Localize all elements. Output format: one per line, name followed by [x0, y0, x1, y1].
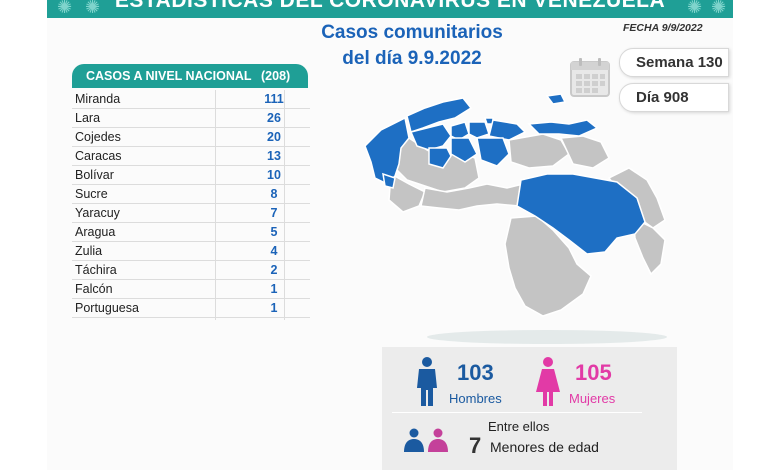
virus-icon: ✺	[711, 0, 727, 17]
map-region-lara	[409, 123, 452, 151]
table-row: Táchira 2	[72, 261, 310, 280]
map-region-cojedes	[450, 137, 478, 163]
state-name: Yaracuy	[75, 206, 120, 220]
infographic-card: ✺ ✺ ✺ ✺ ESTADÍSTICAS DEL CORONAVIRUS EN …	[47, 0, 733, 470]
state-cases: 111	[264, 92, 284, 106]
woman-icon	[536, 357, 560, 406]
boy-icon	[404, 428, 424, 452]
map-region-tachira	[382, 172, 396, 189]
column-divider	[215, 90, 216, 320]
state-name: Lara	[75, 111, 101, 125]
map-region-andes-gray	[388, 172, 426, 213]
map-region-yaracuy	[450, 121, 470, 141]
state-cases: 1	[270, 282, 278, 296]
men-label: Hombres	[449, 391, 502, 406]
table-row: Sucre 8	[72, 185, 310, 204]
men-count: 103	[457, 360, 494, 385]
table-row: Cojedes 20	[72, 128, 310, 147]
map-region-sucre	[527, 119, 599, 137]
state-cases: 7	[270, 206, 278, 220]
table-row: Miranda 111	[72, 90, 310, 109]
map-region-margarita	[545, 93, 567, 105]
table-row: Lara 26	[72, 109, 310, 128]
state-cases: 1	[270, 301, 278, 315]
national-cases-total: (208)	[261, 69, 291, 83]
date-label: FECHA 9/9/2022	[623, 22, 703, 34]
banner-title: ESTADÍSTICAS DEL CORONAVIRUS EN VENEZUEL…	[114, 0, 666, 12]
map-region-anzoategui-gray	[508, 133, 570, 169]
table-row: Caracas 13	[72, 147, 310, 166]
state-name: Miranda	[75, 92, 121, 106]
state-name: Aragua	[75, 225, 116, 239]
map-region-guayana-gray	[632, 216, 666, 276]
day-pill: Día 908	[619, 83, 729, 112]
minors-count: 7	[469, 433, 482, 458]
week-pill: Semana 130	[619, 48, 729, 77]
girl-icon	[428, 428, 448, 452]
state-cases: 26	[267, 111, 281, 125]
states-table: Miranda 111 Lara 26 Cojedes 20 Caracas 13 Bo…	[72, 90, 310, 318]
virus-icon: ✺	[57, 0, 73, 17]
calendar-icon	[570, 58, 610, 97]
map-region-aragua	[468, 121, 490, 139]
column-divider	[284, 90, 285, 320]
women-count: 105	[575, 360, 612, 385]
state-name: Zulia	[75, 244, 103, 258]
map-region-bolivar	[516, 173, 646, 255]
headline-line2: del día 9.9.2022	[342, 48, 482, 69]
state-cases: 8	[270, 187, 278, 201]
state-cases: 4	[270, 244, 278, 258]
minors-label: Menores de edad	[490, 439, 599, 455]
state-cases: 5	[270, 225, 278, 239]
state-cases: 10	[267, 168, 281, 182]
state-cases: 2	[270, 263, 278, 277]
stats-shadow	[427, 330, 667, 344]
header-banner: ✺ ✺ ✺ ✺ ESTADÍSTICAS DEL CORONAVIRUS EN …	[47, 0, 733, 18]
venezuela-map	[364, 93, 666, 317]
map-region-miranda	[488, 119, 527, 141]
among-them-label: Entre ellos	[488, 419, 550, 434]
demographics-divider	[392, 412, 642, 413]
women-label: Mujeres	[569, 391, 616, 406]
map-region-portuguesa	[428, 147, 452, 169]
map-region-monagas-gray	[559, 135, 610, 169]
national-cases-label: CASOS A NIVEL NACIONAL	[86, 69, 252, 83]
map-region-guarico-blue	[476, 137, 510, 167]
map-region-amazonas-gray	[504, 215, 592, 317]
man-icon	[417, 357, 437, 406]
national-cases-header: CASOS A NIVEL NACIONAL (208)	[72, 64, 308, 88]
state-cases: 20	[267, 130, 281, 144]
table-row: Portuguesa 1	[72, 299, 310, 318]
state-cases: 13	[267, 149, 281, 163]
headline: Casos comunitarios del día 9.9.2022	[287, 20, 537, 72]
state-name: Cojedes	[75, 130, 121, 144]
state-name: Portuguesa	[75, 301, 139, 315]
page-margin-left	[0, 0, 47, 470]
table-row: Yaracuy 7	[72, 204, 310, 223]
table-row: Zulia 4	[72, 242, 310, 261]
page-margin-right	[733, 0, 780, 470]
state-name: Falcón	[75, 282, 113, 296]
table-row: Falcón 1	[72, 280, 310, 299]
kids-icon	[404, 428, 448, 452]
state-name: Caracas	[75, 149, 122, 163]
table-row: Bolívar 10	[72, 166, 310, 185]
headline-line1: Casos comunitarios	[321, 22, 503, 43]
table-row: Aragua 5	[72, 223, 310, 242]
virus-icon: ✺	[687, 0, 703, 17]
state-name: Táchira	[75, 263, 117, 277]
virus-icon: ✺	[85, 0, 101, 17]
state-name: Sucre	[75, 187, 108, 201]
state-name: Bolívar	[75, 168, 114, 182]
map-region-zulia	[364, 116, 410, 185]
